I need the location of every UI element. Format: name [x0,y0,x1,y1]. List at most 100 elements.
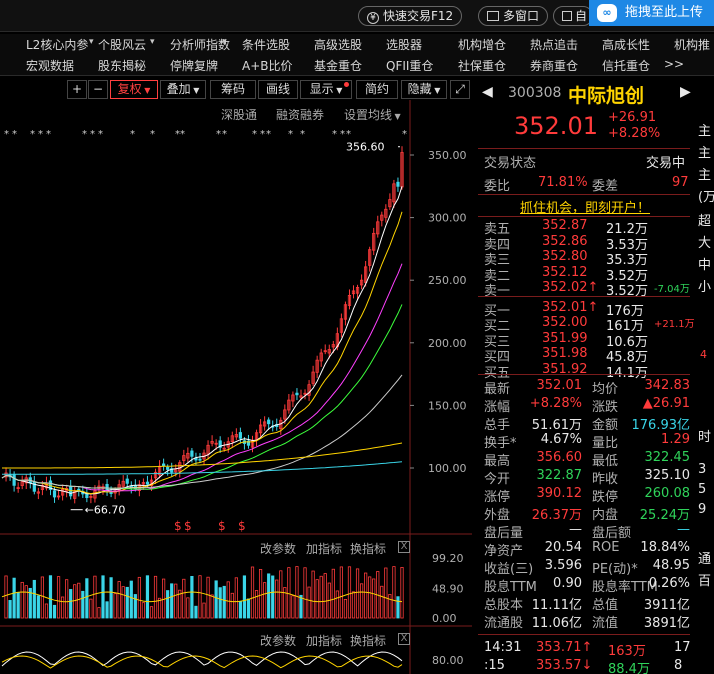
candle-body [109,492,113,494]
menu-item[interactable]: 热点追击 [530,38,579,52]
margin-link[interactable]: 融资融券 [276,108,325,122]
cut-button[interactable]: 自 [553,6,593,26]
menu-item[interactable]: 高成长性 [602,38,651,52]
menu-item[interactable]: 股东揭秘 [98,59,147,73]
event-star: * [252,129,257,140]
edge-label: 主 [698,146,712,161]
menu-item[interactable]: 宏观数据 [26,59,75,73]
deep-connect-link[interactable]: 深股通 [221,108,258,122]
volume-bar [105,601,109,619]
fuquan-button[interactable]: 复权 ▼ [110,80,158,99]
candle-body [93,490,97,499]
macd-add-indicator-link[interactable]: 加指标 [306,634,343,648]
menu-item[interactable]: 社保重仓 [458,59,507,73]
candle-body [121,480,125,487]
hide-button[interactable]: 隐藏 ▼ [401,80,447,99]
menu-item[interactable]: A+B比价 [242,59,293,73]
menu-item[interactable]: >> [664,57,685,71]
menu-item[interactable]: 条件选股 [242,38,291,52]
menu-item[interactable]: 基金重仓 [314,59,363,73]
next-stock-icon[interactable]: ▶ [680,84,691,100]
status-value: 交易中 [646,156,686,171]
candle-body [61,489,65,496]
candle-body [327,349,331,354]
volume-bar [400,567,404,619]
fuquan-label: 复权 [117,82,142,96]
candle-body [166,467,170,470]
edge-label: 中 [698,258,712,273]
menu-item[interactable]: QFII重仓 [386,59,434,73]
display-button[interactable]: 显示 ▼ [300,80,352,99]
zoom-out-button[interactable]: − [88,80,108,99]
candle-body [145,481,150,485]
candle-body [117,484,121,491]
volume-bar [364,572,368,619]
menu-item[interactable]: 券商重仓 [530,59,579,73]
fast-trade-button[interactable]: ¥ 快速交易F12 [358,6,463,26]
overlay-label: 叠加 [166,82,191,96]
draw-line-button[interactable]: 画线 [258,80,298,99]
overlay-button[interactable]: 叠加 ▼ [160,80,206,99]
jianyue-button[interactable]: 简约 [356,80,398,99]
stat-value: — [569,522,582,537]
volume-bar [121,586,125,619]
menu-item[interactable]: 选股器 [386,38,423,52]
volume-bar [254,590,259,619]
stat-label: 总值 [592,598,619,613]
menu-item[interactable]: 停牌复牌 [170,59,219,73]
ma-line-5 [1,186,403,495]
candle-body [12,473,16,486]
menu-item[interactable]: 分析师指数 [170,38,231,52]
candle-body [258,424,263,434]
menu-item[interactable]: 信托重仓 [602,59,651,73]
sell-level-price: 352.80 [542,249,588,264]
chips-button[interactable]: 筹码 [210,80,256,99]
divider [478,634,690,635]
volume-bar [48,575,53,619]
macd-switch-indicator-link[interactable]: 换指标 [350,634,387,648]
kline-chart[interactable]: 350.00 300.00 250.00 200.00 150.00 100.00 99.2… [0,100,472,674]
candle-body [246,440,251,446]
event-star: * [90,129,95,140]
sell-level-price: 352.02↑ [542,280,599,295]
zoom-in-button[interactable]: + [67,80,87,99]
menu-item[interactable]: 机构增仓 [458,38,507,52]
volume-bar [299,594,303,619]
candle-body [299,395,303,398]
vol-close-icon[interactable]: X [398,541,410,553]
volume-bar [24,585,28,619]
volume-bar [52,604,57,619]
tick-price: 353.71↑ [536,640,593,655]
stat-value: 390.12 [536,486,583,501]
macd-params-link[interactable]: 改参数 [260,634,297,648]
open-account-link[interactable]: 抓住机会，即刻开户！ [520,201,651,216]
tick-volume: 88.4万 [608,662,650,674]
macd-close-icon[interactable]: X [398,633,410,645]
stat-value: 176.93亿 [631,418,691,433]
menu-item[interactable]: 个股风云 [98,38,147,52]
menu-item[interactable]: 机构推 [674,38,711,52]
vol-params-link[interactable]: 改参数 [260,542,297,556]
menu-item[interactable]: 高级选股 [314,38,363,52]
sell-level-price: 352.87 [542,218,588,233]
stat-label: 涨跌 [592,400,619,415]
candle-body [303,392,307,395]
stat-label: 换手* [484,436,517,451]
volume-bar [174,583,178,619]
vol-add-indicator-link[interactable]: 加指标 [306,542,343,556]
display-label: 显示 [309,82,334,96]
ma-setting-link[interactable]: 设置均线 ▼ [344,106,401,123]
prev-stock-icon[interactable]: ◀ [482,84,493,100]
candle-body [89,495,93,498]
expand-icon[interactable]: ⤢ [450,80,470,99]
upload-tip[interactable]: ∞ 拖拽至此上传 [589,0,714,26]
price-tick-label: 200.00 [428,337,467,350]
multi-window-button[interactable]: 多窗口 [478,6,549,26]
candle-body [311,371,315,384]
volume-bar [73,584,77,619]
candle-body [16,487,20,489]
buy-level-volume: 176万 [606,303,644,319]
vol-switch-indicator-link[interactable]: 换指标 [350,542,387,556]
menu-item[interactable]: L2核心内参 [26,38,89,52]
buy-level-label: 买五 [484,365,511,381]
